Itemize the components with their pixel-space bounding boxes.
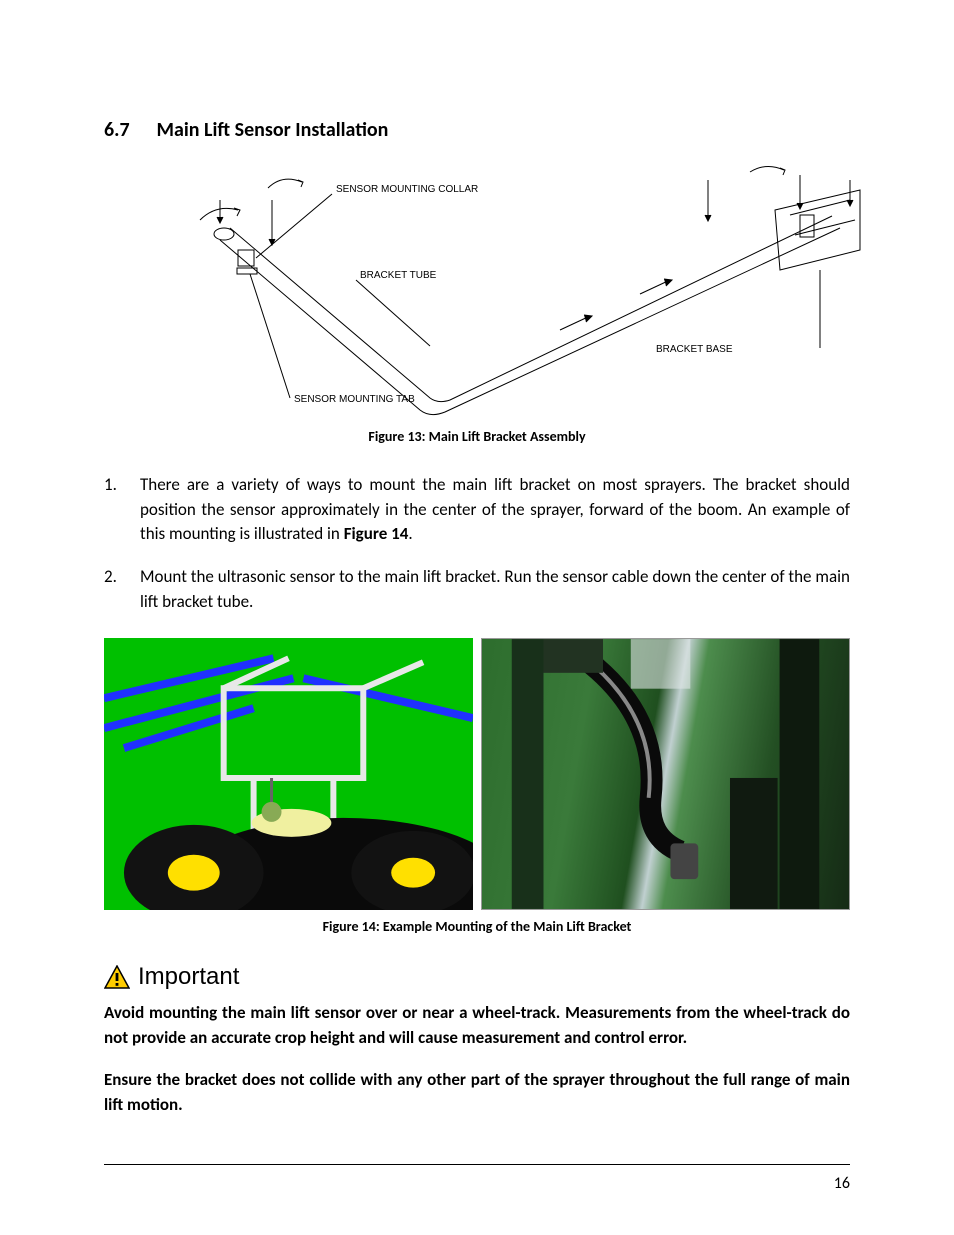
section-title: Main Lift Sensor Installation (157, 118, 389, 142)
figure-14-reference: Figure 14 (344, 523, 409, 544)
step-2: Mount the ultrasonic sensor to the main … (104, 565, 850, 614)
figure-13-diagram: SENSOR MOUNTING COLLAR BRACKET TUBE BRAC… (160, 160, 880, 420)
warning-icon (104, 965, 130, 989)
figure-14-images (104, 638, 850, 910)
warning-paragraph-1: Avoid mounting the main lift sensor over… (104, 1001, 850, 1050)
important-label: Important (138, 963, 239, 991)
page-number: 16 (834, 1174, 850, 1193)
figure-14-caption: Figure 14: Example Mounting of the Main … (104, 918, 850, 935)
label-tab: SENSOR MOUNTING TAB (294, 394, 415, 405)
section-heading: 6.7 Main Lift Sensor Installation (104, 118, 850, 142)
label-collar: SENSOR MOUNTING COLLAR (336, 184, 478, 195)
step-2-text: Mount the ultrasonic sensor to the main … (140, 566, 850, 612)
figure-14-left-render (104, 638, 473, 910)
section-number: 6.7 (104, 118, 152, 142)
step-1: There are a variety of ways to mount the… (104, 473, 850, 547)
warning-paragraph-2: Ensure the bracket does not collide with… (104, 1068, 850, 1117)
label-tube: BRACKET TUBE (360, 270, 437, 281)
important-heading: Important (104, 963, 850, 991)
label-base: BRACKET BASE (656, 344, 733, 355)
document-page: 6.7 Main Lift Sensor Installation (0, 0, 954, 1235)
instruction-list: There are a variety of ways to mount the… (104, 473, 850, 614)
figure-14-right-photo (481, 638, 850, 910)
figure-13-caption: Figure 13: Main Lift Bracket Assembly (104, 428, 850, 445)
step-1-post: . (408, 523, 412, 544)
footer-rule (104, 1164, 850, 1165)
step-1-text: There are a variety of ways to mount the… (140, 474, 850, 544)
